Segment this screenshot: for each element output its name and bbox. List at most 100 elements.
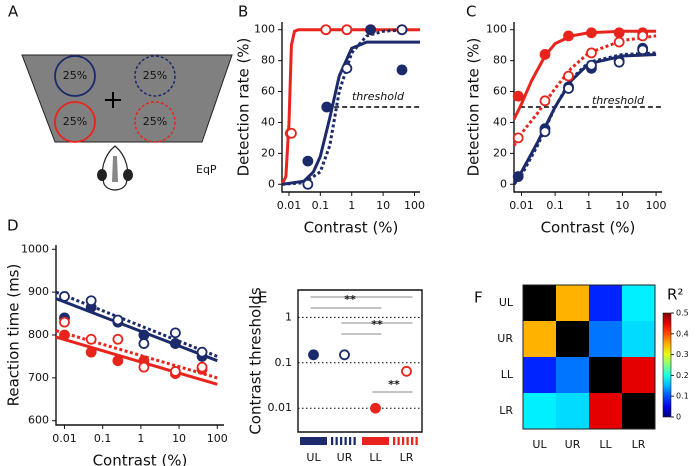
x-tick-label: UL [306,451,321,464]
data-point [563,30,574,42]
y-tick-label: 80 [493,54,507,67]
data-point [586,47,597,59]
y-tick-label: 900 [28,285,49,298]
axis-line [55,245,224,426]
y-tick-label: 100 [254,23,275,36]
column-label: UR [565,438,581,451]
data-point [286,127,297,139]
category-color-stripe [406,437,409,445]
x-axis-label: Contrast (%) [93,452,188,466]
x-tick-label: 100 [404,199,425,212]
x-tick-label: 1 [348,199,355,212]
threshold-point [401,365,412,377]
category-color-stripe [331,437,334,445]
fit-curve [512,29,657,121]
category-color-stripe [397,437,400,445]
x-tick-label: 100 [646,199,667,212]
y-tick-label: 600 [28,414,49,427]
data-point [512,90,524,102]
data-point [169,327,181,339]
colorbar-tick-label: 0.3 [676,350,689,359]
fit-curve [512,34,657,147]
data-point [138,338,150,349]
category-color-stripe [353,437,356,445]
data-point [196,361,208,373]
category-color-stripe [393,437,396,445]
panel-label: D [7,217,19,235]
x-tick-label: 0.01 [509,199,534,212]
threshold-point [370,402,381,414]
y-axis-label: Detection rate (%) [465,38,483,177]
threshold-label: threshold [352,90,405,103]
y-tick-label: 0.1 [275,356,293,369]
mouse-head [97,145,133,191]
colorbar-tick-label: 0.2 [676,371,689,380]
x-tick-label: 10 [615,199,629,212]
y-tick-label: 1000 [21,242,49,255]
data-point [138,361,150,373]
data-point [396,24,408,36]
row-label: LL [501,368,514,381]
heatmap-cell [622,357,655,393]
target-ring [54,55,96,97]
heatmap-cell [622,285,655,321]
panel-label: E [258,289,267,307]
y-tick-label: 700 [28,371,49,384]
fit-curve [55,297,218,363]
data-point [637,30,649,42]
y-tick-label: 0.01 [268,401,293,414]
row-label: UL [499,296,514,309]
panel-label: A [8,3,19,21]
axis-frame [297,289,423,433]
significance-label: ** [344,293,356,306]
category-color-stripe [411,437,414,445]
heatmap-cell [589,393,622,429]
heatmap-cell [556,285,589,321]
data-point [563,70,574,82]
data-point [169,366,181,377]
data-point [365,24,377,36]
data-point [586,59,597,71]
fit-curve [55,335,218,386]
panel-label: F [474,289,483,307]
heatmap-cell [523,357,556,393]
target-ring [134,101,176,143]
data-point [321,101,333,113]
fit-curve [281,40,420,186]
data-point [563,83,574,94]
empty-cell [622,393,655,429]
y-tick-label: 0 [268,177,275,190]
x-tick-label: LL [369,451,382,464]
y-tick-label: 100 [486,23,507,36]
category-color-stripe [349,437,352,445]
y-axis-label: Detection rate (%) [235,38,253,177]
x-tick-label: 0.1 [94,432,112,445]
x-tick-label: 0.01 [277,199,302,212]
y-tick-label: 60 [261,85,275,98]
heatmap-cell [556,393,589,429]
category-color-bar [300,437,327,445]
data-point [613,27,625,39]
data-point [341,24,353,36]
x-tick-label: LR [400,451,414,464]
x-tick-label: 1 [137,432,144,445]
target-ring [54,101,96,143]
category-color-stripe [415,437,418,445]
axis-line [513,22,662,193]
threshold-point [339,349,350,361]
fit-curve [55,290,218,358]
x-axis-label: Contrast (%) [304,219,399,237]
x-tick-label: 10 [172,432,186,445]
y-tick-label: 40 [493,115,507,128]
target-label: 25% [63,69,87,82]
threshold-point [308,349,319,361]
x-tick-label: 100 [207,432,228,445]
data-point [637,44,649,56]
column-label: LR [632,438,646,451]
y-tick-label: 20 [493,146,507,159]
data-point [539,126,551,138]
data-point [539,95,551,107]
data-point [138,329,150,341]
colorbar-tick-label: 0.5 [676,309,689,318]
data-point [112,314,124,326]
